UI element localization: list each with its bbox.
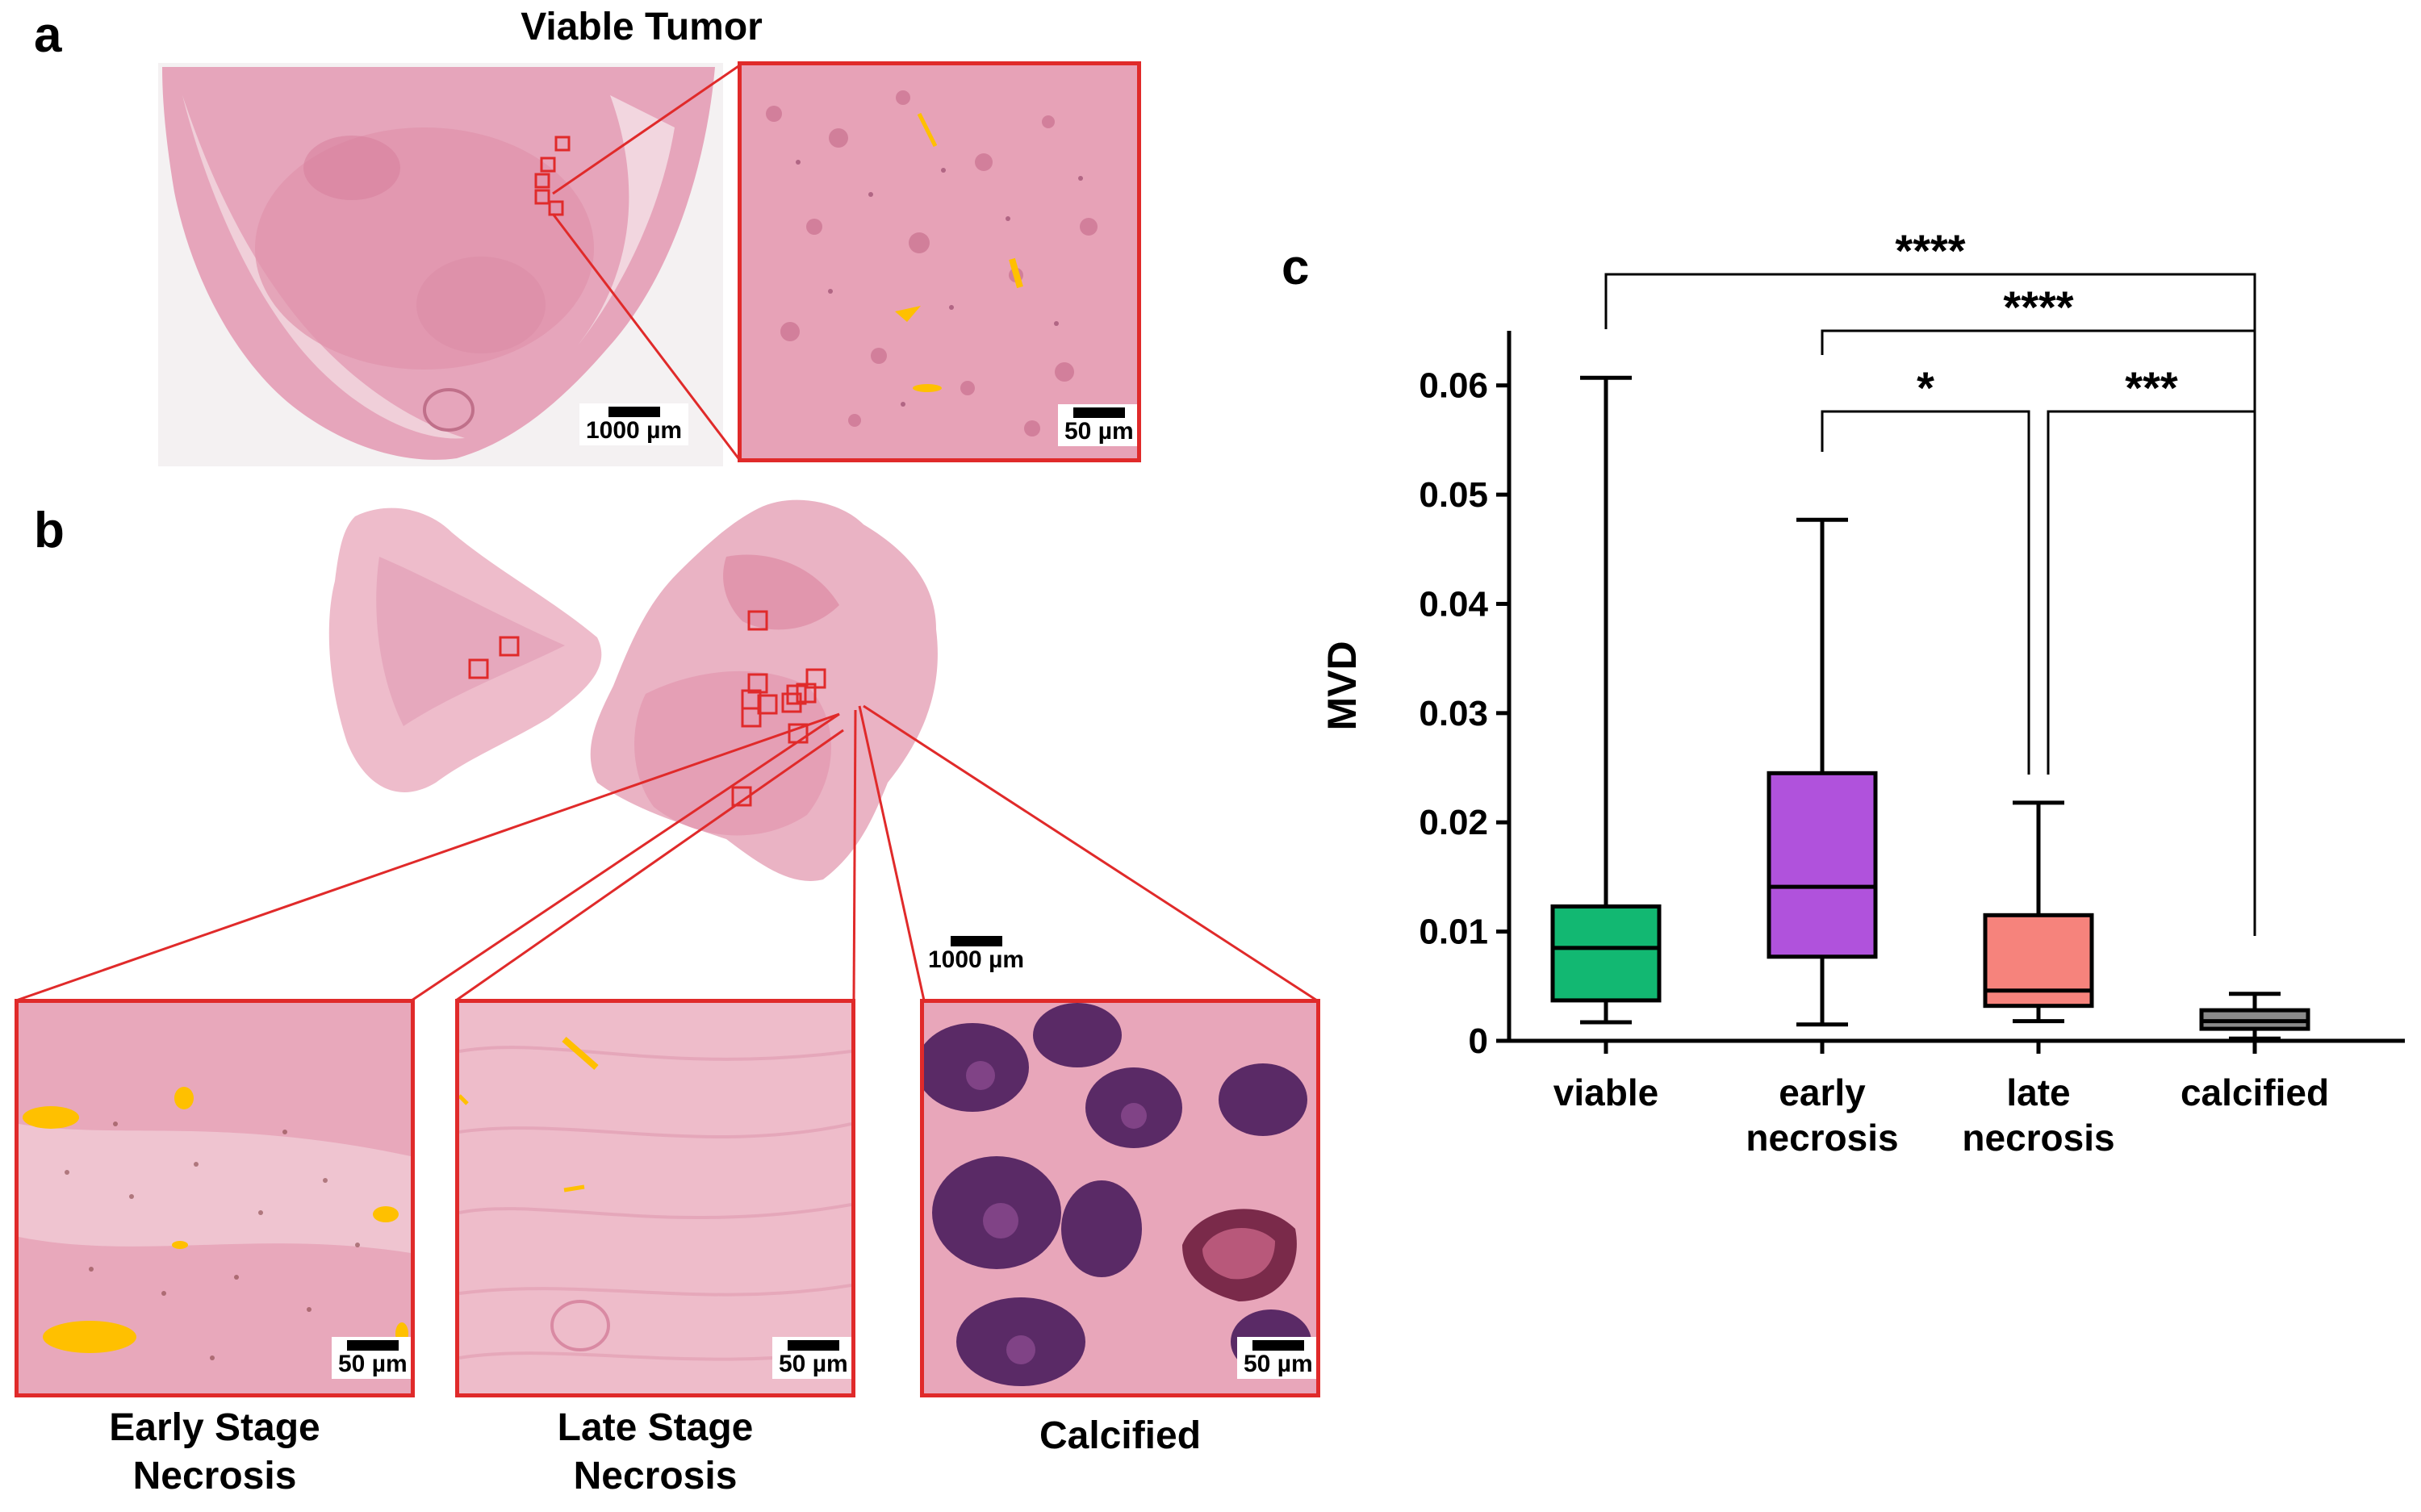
panel-a-overview-scalebar: 1000 µm [579,403,689,445]
scalebar-label: 50 µm [779,1351,848,1377]
late-necrosis-caption: Late Stage Necrosis [455,1404,855,1501]
necrosis-overview-image [328,499,938,881]
x-tick-label: viable [1553,1071,1658,1113]
caption-line: Necrosis [132,1455,297,1497]
scalebar-label: 1000 µm [586,417,683,444]
x-tick-label: calcified [2181,1071,2329,1113]
panel-b-connector-lines [15,704,1318,1002]
box-iqr [1550,904,1662,1003]
panel-a-title: Viable Tumor [521,6,763,48]
y-tick-label: 0.02 [1419,803,1488,842]
viable-tumor-zoom-image: 50 µm [738,61,1141,462]
y-tick-label: 0.05 [1419,475,1488,515]
scalebar-label: 50 µm [1064,418,1134,445]
y-tick-label: 0.01 [1419,913,1488,952]
early-necrosis-zoom-image: 50 µm [15,999,415,1397]
x-tick-label: necrosis [1746,1117,1898,1159]
caption-line: Calcified [1039,1414,1202,1457]
scalebar-label: 1000 µm [928,946,1025,973]
calcified-zoom-image: 50 µm [920,999,1320,1397]
x-tick-label: early [1779,1071,1866,1113]
box-iqr [1767,771,1878,959]
significance-label: *** [2125,362,2178,413]
x-tick-label: necrosis [1962,1117,2114,1159]
significance-bracket [1821,410,2030,775]
early-necrosis-caption: Early Stage Necrosis [15,1404,415,1501]
y-tick-label: 0.03 [1419,694,1488,733]
x-tick-label: late [2006,1071,2070,1113]
late-necrosis-zoom-image: 50 µm [455,999,855,1397]
significance-label: * [1917,362,1934,413]
scalebar-label: 50 µm [1244,1351,1313,1377]
caption-line: Late Stage [557,1406,754,1449]
panel-b-overview-scalebar: 1000 µm [928,936,1024,973]
panel-a-connector-lines [551,63,742,462]
significance-bracket [1821,329,2256,428]
significance-label: **** [1895,226,1965,276]
panel-b-letter: b [34,503,65,558]
calcified-caption: Calcified [920,1412,1320,1460]
late-necrosis-scalebar: 50 µm [772,1337,851,1379]
y-tick-label: 0.04 [1419,584,1488,624]
significance-bracket [2047,410,2256,936]
scalebar-label: 50 µm [338,1351,408,1377]
panel-c-letter: c [1282,240,1310,295]
significance-bracket [1604,273,2256,347]
significance-label: **** [2003,282,2073,332]
panel-a-zoom-scalebar: 50 µm [1058,404,1137,446]
panel-a-letter: a [34,7,62,63]
caption-line: Necrosis [573,1455,738,1497]
early-necrosis-scalebar: 50 µm [332,1337,411,1379]
y-axis-label: MVD [1319,641,1365,730]
viable-tumor-overview-image [158,63,723,466]
y-tick-label: 0.06 [1419,366,1488,406]
caption-line: Early Stage [109,1406,320,1449]
y-tick-label: 0 [1469,1021,1488,1061]
calcified-scalebar: 50 µm [1237,1337,1316,1379]
